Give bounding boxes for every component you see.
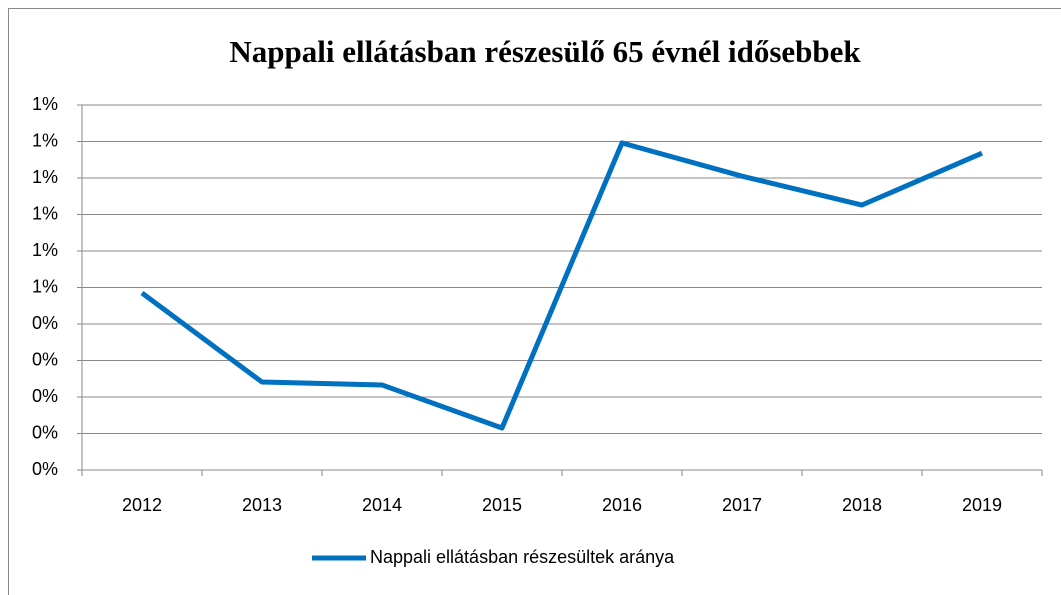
x-tick-label: 2017 — [722, 495, 762, 515]
chart-border — [8, 8, 1061, 595]
y-tick-label: 1% — [32, 240, 58, 260]
x-tick-label: 2019 — [962, 495, 1002, 515]
chart-title: Nappali ellátásban részesülő 65 évnél id… — [229, 34, 861, 69]
y-tick-label: 1% — [32, 130, 58, 150]
y-tick-label: 1% — [32, 203, 58, 223]
data-line — [140, 140, 983, 431]
y-tick-label: 1% — [32, 276, 58, 296]
y-tick-label: 0% — [32, 459, 58, 479]
x-tick-label: 2015 — [482, 495, 522, 515]
x-tick-label: 2012 — [122, 495, 162, 515]
y-tick-label: 0% — [32, 313, 58, 333]
y-tick-label: 1% — [32, 167, 58, 187]
x-tick-label: 2014 — [362, 495, 402, 515]
y-tick-label: 0% — [32, 422, 58, 442]
y-tick-label: 0% — [32, 349, 58, 369]
x-tick-label: 2013 — [242, 495, 282, 515]
legend-label: Nappali ellátásban részesültek aránya — [370, 547, 675, 567]
y-tick-label: 0% — [32, 386, 58, 406]
y-tick-label: 1% — [32, 94, 58, 114]
x-tick-label: 2016 — [602, 495, 642, 515]
x-tick-label: 2018 — [842, 495, 882, 515]
